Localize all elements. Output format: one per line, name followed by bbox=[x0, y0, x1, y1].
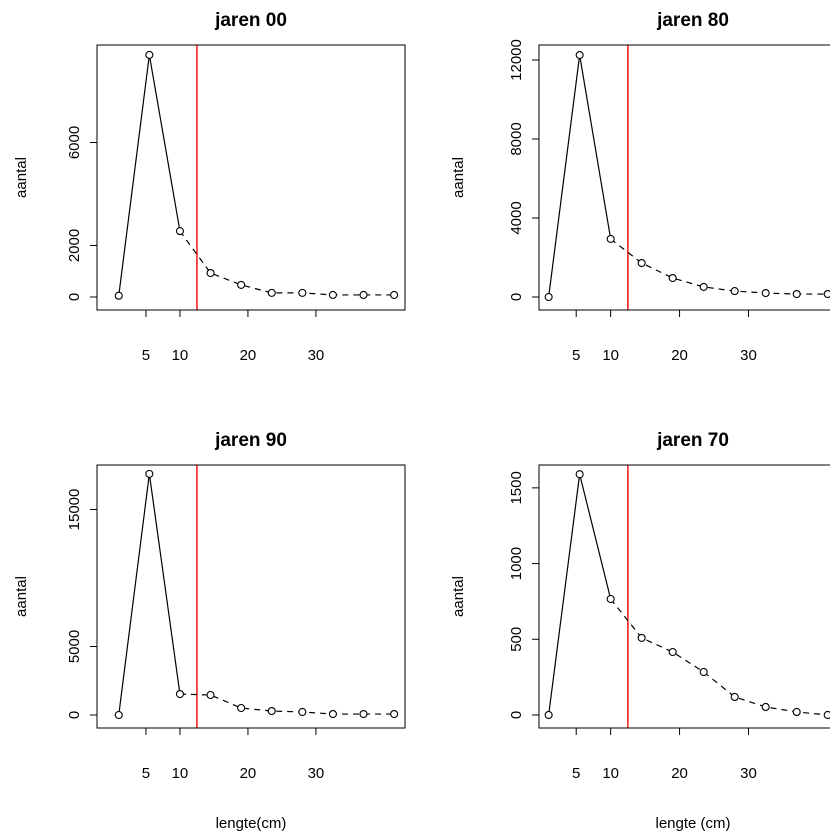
point bbox=[206, 268, 215, 278]
point bbox=[114, 291, 123, 300]
x-tick-label: 10 bbox=[602, 765, 619, 782]
y-tick-label: 0 bbox=[66, 711, 83, 719]
x-tick-label: 20 bbox=[240, 347, 257, 364]
x-axis-label: lengte (cm) bbox=[655, 815, 730, 832]
x-tick-label: 20 bbox=[671, 765, 688, 782]
point bbox=[206, 690, 215, 700]
point bbox=[267, 706, 276, 716]
y-axis-label: aantal bbox=[13, 157, 30, 198]
x-tick-label: 20 bbox=[671, 347, 688, 364]
point bbox=[575, 470, 584, 479]
x-tick-label: 30 bbox=[740, 347, 757, 364]
point bbox=[359, 290, 368, 299]
point bbox=[606, 234, 615, 243]
y-tick-label: 0 bbox=[66, 293, 83, 301]
point bbox=[823, 289, 830, 299]
chart-title: jaren 70 bbox=[656, 430, 729, 451]
x-tick-label: 5 bbox=[572, 347, 580, 364]
point bbox=[668, 273, 677, 283]
line-dashed bbox=[179, 230, 395, 296]
y-axis-label: aantal bbox=[450, 157, 467, 198]
chart-title: jaren 00 bbox=[214, 10, 287, 31]
chart-title: jaren 80 bbox=[656, 10, 729, 31]
chart-title: jaren 90 bbox=[214, 430, 287, 451]
x-tick-label: 10 bbox=[172, 765, 189, 782]
point bbox=[145, 50, 154, 59]
point bbox=[823, 710, 830, 720]
point bbox=[699, 667, 708, 677]
point bbox=[761, 289, 770, 298]
y-tick-label: 1500 bbox=[508, 471, 525, 504]
point bbox=[575, 51, 584, 60]
point bbox=[730, 692, 739, 702]
point bbox=[637, 633, 646, 642]
line-solid bbox=[548, 54, 612, 298]
plot-frame bbox=[96, 44, 406, 311]
point bbox=[145, 469, 154, 478]
line-solid bbox=[548, 474, 612, 716]
point bbox=[359, 709, 368, 719]
y-tick-label: 8000 bbox=[508, 122, 525, 155]
line-dashed bbox=[179, 693, 395, 715]
x-tick-label: 5 bbox=[572, 765, 580, 782]
point bbox=[390, 709, 399, 719]
line-solid bbox=[118, 54, 181, 296]
point bbox=[328, 290, 337, 299]
point bbox=[761, 702, 770, 712]
point bbox=[237, 280, 246, 289]
line-dashed bbox=[610, 598, 828, 716]
y-tick-label: 6000 bbox=[66, 126, 83, 159]
y-tick-label: 0 bbox=[508, 293, 525, 301]
point bbox=[390, 290, 399, 299]
point bbox=[114, 710, 123, 720]
y-tick-label: 500 bbox=[508, 627, 525, 652]
point bbox=[699, 282, 708, 291]
x-tick-label: 10 bbox=[602, 347, 619, 364]
x-tick-label: 5 bbox=[142, 765, 150, 782]
plot-frame bbox=[538, 44, 830, 311]
y-tick-label: 0 bbox=[508, 711, 525, 719]
point bbox=[267, 288, 276, 297]
y-tick-label: 2000 bbox=[66, 229, 83, 262]
plot-frame bbox=[538, 464, 830, 729]
y-tick-label: 1000 bbox=[508, 547, 525, 580]
point bbox=[544, 292, 553, 302]
x-tick-label: 30 bbox=[308, 347, 325, 364]
point bbox=[637, 258, 646, 268]
y-tick-label: 4000 bbox=[508, 201, 525, 234]
x-tick-label: 30 bbox=[308, 765, 325, 782]
y-tick-label: 15000 bbox=[66, 489, 83, 531]
x-tick-label: 10 bbox=[172, 347, 189, 364]
x-tick-label: 5 bbox=[142, 347, 150, 364]
y-axis-label: aantal bbox=[13, 576, 30, 617]
line-dashed bbox=[610, 238, 828, 295]
point bbox=[730, 287, 739, 296]
point bbox=[668, 647, 677, 657]
point bbox=[237, 703, 246, 713]
point bbox=[328, 709, 337, 719]
y-axis-label: aantal bbox=[450, 576, 467, 617]
point bbox=[298, 288, 307, 297]
point bbox=[175, 689, 184, 699]
x-axis-label: lengte(cm) bbox=[216, 815, 287, 832]
point bbox=[792, 289, 801, 299]
point bbox=[606, 594, 615, 604]
y-tick-label: 5000 bbox=[66, 630, 83, 663]
line-solid bbox=[118, 473, 181, 716]
y-tick-label: 12000 bbox=[508, 39, 525, 81]
point bbox=[792, 707, 801, 717]
x-tick-label: 30 bbox=[740, 765, 757, 782]
plot-frame bbox=[96, 464, 406, 729]
point bbox=[544, 710, 553, 720]
point bbox=[298, 707, 307, 717]
x-tick-label: 20 bbox=[240, 765, 257, 782]
point bbox=[175, 227, 184, 236]
